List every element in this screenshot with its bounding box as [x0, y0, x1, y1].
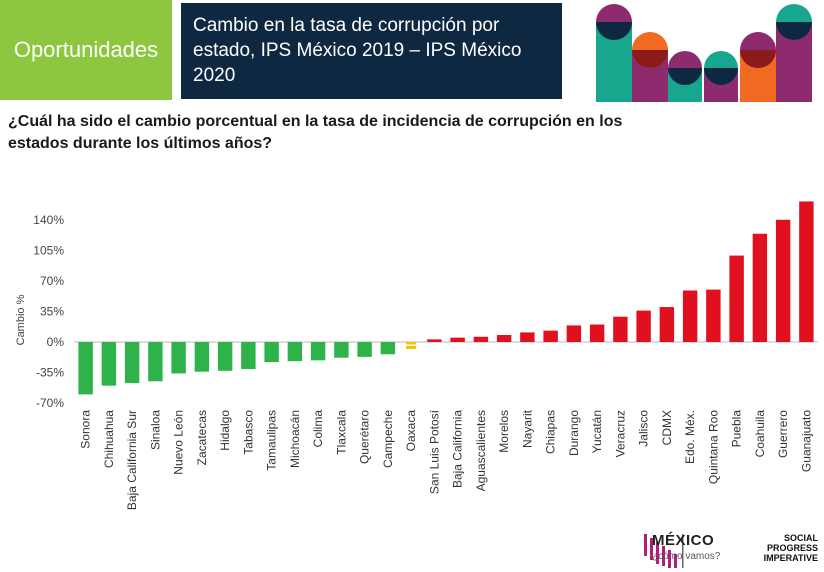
opportunities-tag: Oportunidades: [0, 0, 172, 100]
x-tick-label: Sonora: [79, 410, 93, 449]
bar: [520, 332, 535, 342]
x-tick-label: Tabasco: [241, 410, 255, 455]
x-tick-label: Jalisco: [637, 410, 651, 447]
y-tick-label: 35%: [40, 304, 64, 318]
x-tick-label: Quintana Roo: [706, 410, 720, 484]
y-tick-label: -70%: [36, 396, 64, 410]
x-tick-label: Guanajuato: [799, 410, 813, 472]
x-tick-label: Sinaloa: [148, 410, 162, 450]
bar: [124, 342, 140, 384]
bar: [406, 346, 417, 349]
mexico-logo-subtitle: ¿cómo vamos?: [652, 551, 721, 562]
x-tick-label: Edo. Méx.: [683, 410, 697, 464]
bar: [101, 342, 117, 386]
bar: [380, 342, 396, 355]
x-tick-label: Veracruz: [613, 410, 627, 457]
x-tick-label: Baja California Sur: [125, 410, 139, 510]
mexico-como-vamos-logo-icon: [644, 534, 684, 568]
bar: [775, 219, 791, 342]
x-tick-label: Morelos: [497, 410, 511, 453]
x-tick-label: Coahuila: [753, 410, 767, 458]
spi-line: SOCIAL: [783, 533, 818, 543]
bar: [496, 335, 512, 342]
x-tick-label: Oaxaca: [404, 410, 418, 452]
x-tick-label: Hidalgo: [218, 410, 232, 451]
bar: [171, 342, 186, 374]
x-tick-label: Zacatecas: [195, 410, 209, 465]
bar: [450, 337, 465, 342]
bar: [287, 342, 303, 362]
x-tick-label: Tamaulipas: [265, 410, 279, 471]
x-tick-label: Nuevo León: [172, 410, 186, 475]
x-tick-label: Durango: [567, 410, 581, 456]
bar: [148, 342, 163, 382]
x-tick-label: Michoacán: [288, 410, 302, 468]
y-tick-label: 70%: [40, 274, 64, 288]
bar: [427, 339, 442, 342]
bar: [589, 324, 605, 342]
x-tick-label: Chiapas: [544, 410, 558, 454]
bar: [729, 255, 744, 342]
bar: [78, 342, 93, 395]
bar: [334, 342, 349, 358]
x-tick-label: Nayarit: [520, 409, 534, 448]
x-tick-label: Baja California: [451, 410, 465, 488]
bar: [543, 330, 558, 342]
bar: [217, 342, 233, 371]
bar: [473, 336, 489, 342]
x-tick-label: CDMX: [660, 410, 674, 445]
bar: [636, 310, 651, 342]
y-axis-label: Cambio %: [15, 294, 27, 345]
bar: [799, 201, 814, 342]
bar: [682, 290, 698, 342]
bar: [566, 325, 582, 342]
bar: [310, 342, 326, 361]
bar: [357, 342, 372, 357]
x-tick-label: San Luis Potosí: [427, 409, 441, 494]
x-tick-label: Chihuahua: [102, 410, 116, 468]
x-tick-label: Aguascalientes: [474, 410, 488, 491]
x-tick-label: Yucatán: [590, 410, 604, 453]
bar: [613, 316, 628, 342]
bar: [264, 342, 279, 363]
x-tick-label: Colima: [311, 410, 325, 448]
spi-line: PROGRESS: [766, 543, 818, 553]
bar: [194, 342, 210, 372]
spi-line: IMPERATIVE: [763, 553, 818, 563]
x-tick-label: Campeche: [381, 410, 395, 468]
bar: [752, 233, 768, 342]
x-tick-label: Guerrero: [776, 410, 790, 458]
page-title: Cambio en la tasa de corrupción por esta…: [181, 3, 562, 99]
bar: [659, 307, 675, 342]
x-tick-label: Puebla: [730, 410, 744, 448]
social-progress-columns-graphic: [596, 4, 812, 102]
chart-question: ¿Cuál ha sido el cambio porcentual en la…: [8, 113, 623, 152]
social-progress-imperative-logo: SOCIAL PROGRESS IMPERATIVE: [752, 533, 818, 563]
x-tick-label: Tlaxcala: [334, 410, 348, 455]
y-tick-label: -35%: [36, 366, 64, 380]
corruption-change-bar-chart: Cambio % -70% -35% 0% 35% 70% 105% 140% Sonora…: [15, 201, 818, 510]
mexico-logo-title: MÉXICO: [652, 532, 715, 549]
y-tick-label: 0%: [47, 335, 65, 349]
bar: [706, 289, 721, 342]
x-tick-label: Querétaro: [358, 410, 372, 464]
y-tick-label: 140%: [33, 213, 64, 227]
y-tick-label: 105%: [33, 243, 64, 257]
bar: [406, 342, 417, 345]
bar: [241, 342, 256, 370]
